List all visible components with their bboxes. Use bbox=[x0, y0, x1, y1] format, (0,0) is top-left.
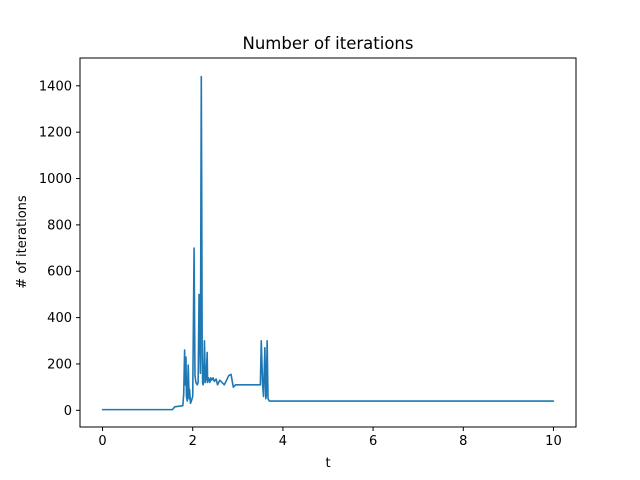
x-tick-label: 2 bbox=[189, 434, 197, 449]
plot-frame bbox=[79, 57, 577, 428]
y-tick-label: 1000 bbox=[39, 172, 72, 187]
y-tick-label: 1400 bbox=[39, 79, 72, 94]
x-tick-label: 0 bbox=[98, 434, 106, 449]
y-tick-label: 1200 bbox=[39, 126, 72, 141]
y-axis-label: # of iterations bbox=[15, 195, 30, 289]
series-line-0 bbox=[101, 75, 555, 411]
chart-title: Number of iterations bbox=[243, 34, 414, 53]
x-tick-label: 10 bbox=[545, 434, 562, 449]
series-group bbox=[101, 75, 555, 411]
x-tick-label: 6 bbox=[369, 434, 377, 449]
x-tick-label: 8 bbox=[459, 434, 467, 449]
y-tick-label: 0 bbox=[64, 404, 72, 419]
y-tick-label: 600 bbox=[47, 265, 72, 280]
y-tick-label: 200 bbox=[47, 357, 72, 372]
y-tick-label: 400 bbox=[47, 311, 72, 326]
y-tick-label: 800 bbox=[47, 218, 72, 233]
x-axis-label: t bbox=[325, 456, 330, 471]
tick-group: 0 2 4 6 8 10 0 200 400 600 800 1000 1200 1400 bbox=[39, 79, 562, 449]
x-tick-label: 4 bbox=[279, 434, 287, 449]
